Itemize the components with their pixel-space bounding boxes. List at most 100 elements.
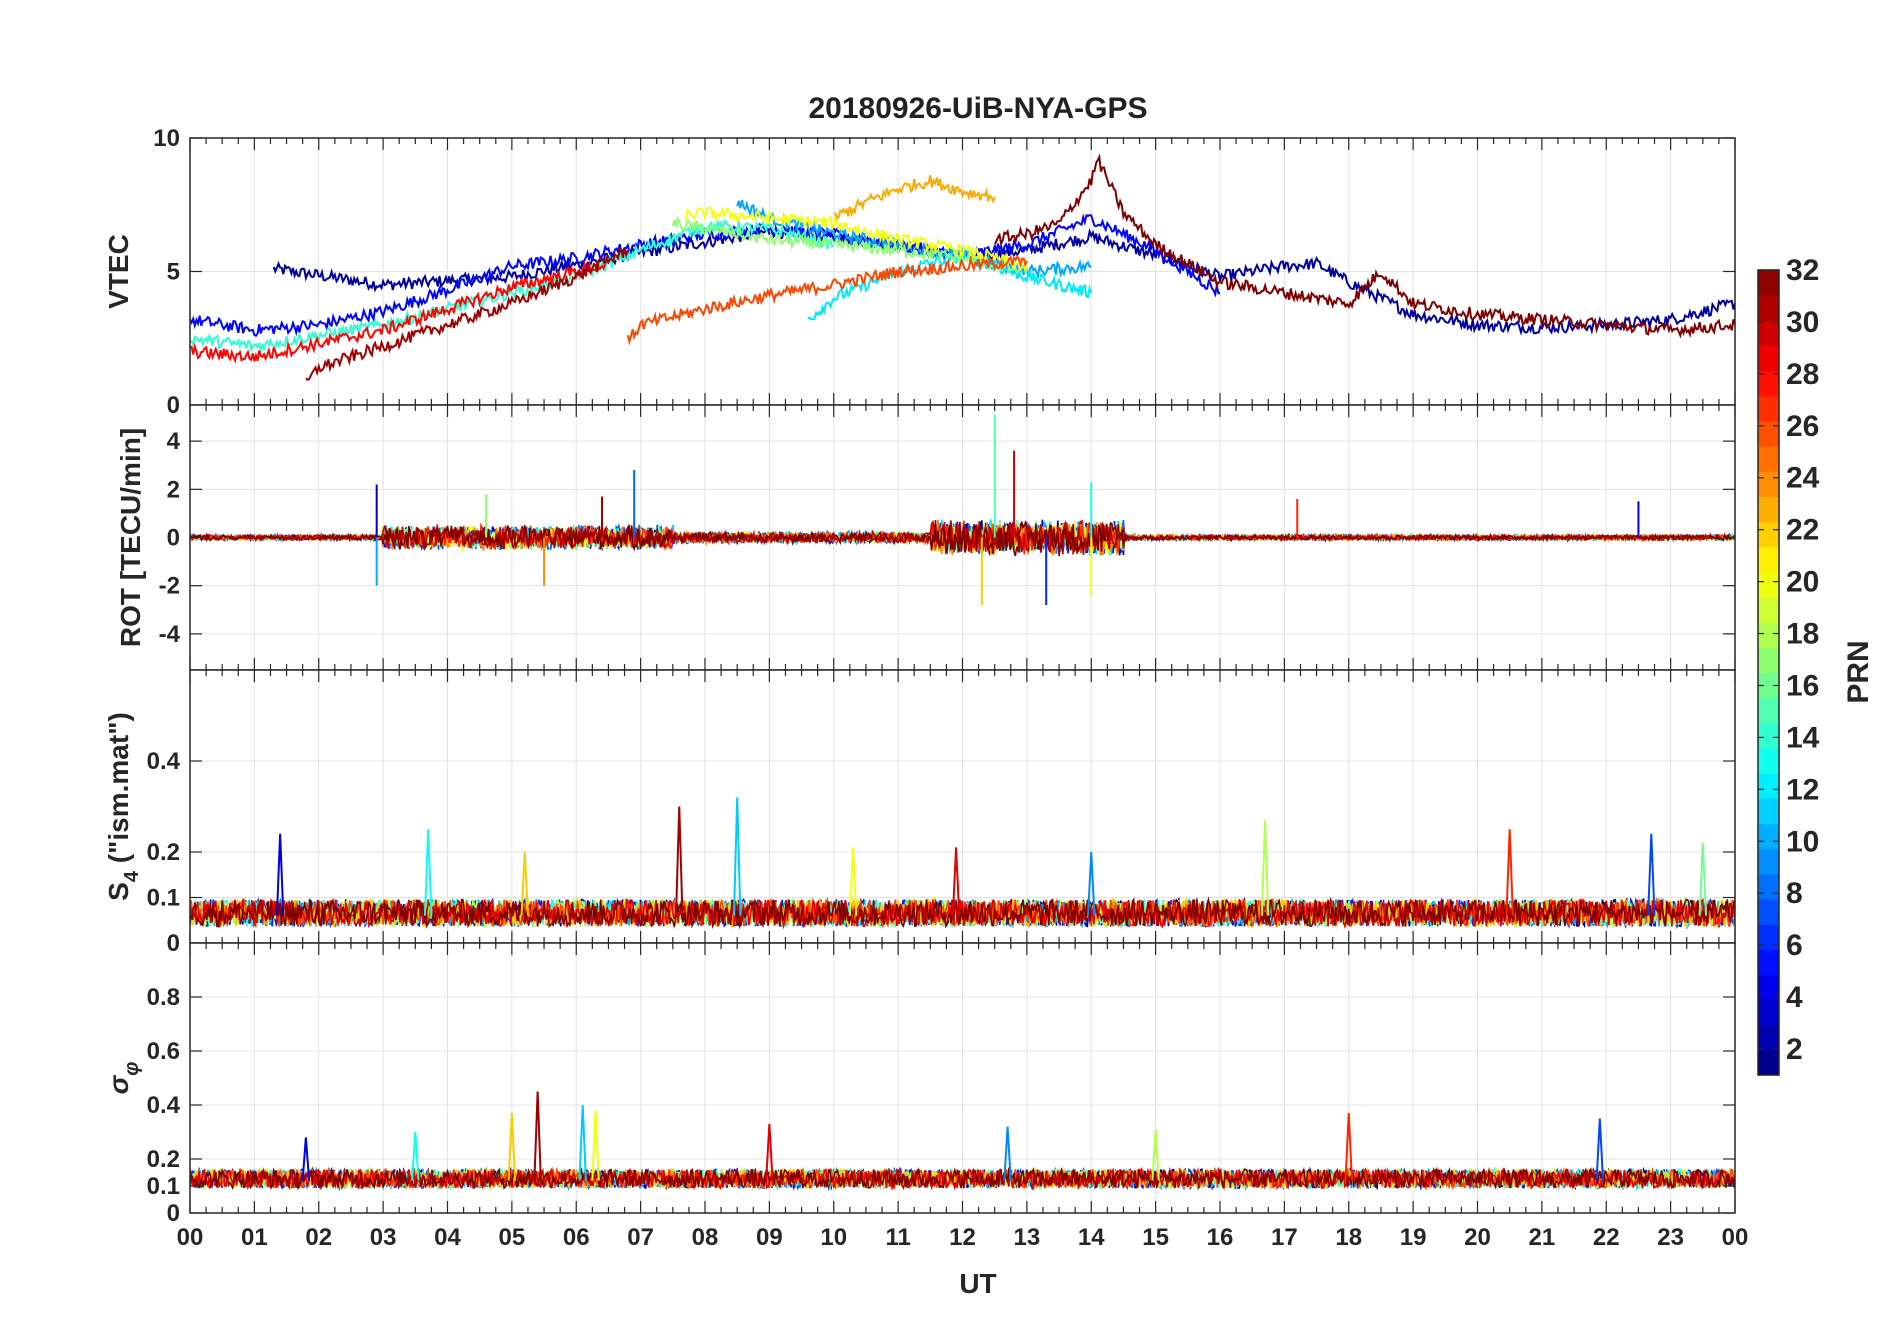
vtec-series-prn-31 (305, 247, 629, 381)
colorbar-segment (1758, 647, 1779, 674)
colorbar-segment (1758, 672, 1779, 699)
x-tick-label: 22 (1593, 1224, 1620, 1251)
plot-area (190, 414, 1735, 605)
colorbar-segment (1758, 395, 1779, 422)
x-tick-label: 05 (499, 1224, 526, 1251)
y-axis-label-main: σ (103, 1074, 134, 1094)
s4-spike (1698, 842, 1708, 916)
colorbar-segment (1758, 471, 1779, 498)
x-tick-label: 14 (1078, 1224, 1105, 1251)
y-tick-label: 10 (153, 125, 180, 152)
s4-spike (951, 847, 961, 916)
plot-area (190, 1091, 1735, 1192)
y-tick-label: 0 (167, 392, 180, 419)
colorbar-segment (1758, 848, 1779, 875)
colorbar-tick-label: 10 (1786, 825, 1819, 858)
y-tick-label: 0.1 (147, 885, 180, 912)
x-axis-label: UT (959, 1268, 996, 1299)
colorbar-segment (1758, 773, 1779, 799)
colorbar-tick-label: 12 (1786, 773, 1819, 806)
s4-spike (275, 833, 285, 916)
colorbar-segment (1758, 270, 1779, 296)
y-axis-label-vtec: VTEC (103, 234, 134, 309)
x-tick-label: 07 (627, 1224, 654, 1251)
colorbar-label: PRN (1842, 640, 1875, 703)
sigma_phi-spike (507, 1113, 517, 1181)
x-tick-label: 10 (820, 1224, 847, 1251)
colorbar-segment (1758, 949, 1779, 975)
y-tick-label: 5 (167, 259, 180, 286)
sigma_phi-spike (411, 1131, 420, 1181)
y-tick-label: 0.2 (147, 839, 180, 866)
s4-spike (1260, 820, 1270, 916)
colorbar-segment (1758, 571, 1779, 598)
y-tick-label: 0 (167, 525, 180, 552)
vtec-series-prn-17 (671, 215, 1028, 275)
y-tick-label: 0.2 (147, 1146, 180, 1173)
colorbar-segment (1758, 496, 1779, 523)
colorbar-segment (1758, 295, 1779, 321)
colorbar-segment (1758, 924, 1779, 950)
plot-area (190, 797, 1735, 930)
y-tick-label: 0.4 (147, 1092, 181, 1119)
s4-spike (423, 829, 433, 916)
sigma_phi-series-prn-32 (190, 1166, 1735, 1191)
x-tick-label: 17 (1271, 1224, 1298, 1251)
colorbar-tick-label: 14 (1786, 721, 1820, 754)
x-tick-label: 19 (1400, 1224, 1427, 1251)
colorbar-segment (1758, 747, 1779, 774)
sigma_phi-spike (1595, 1118, 1605, 1181)
sigma_phi-spike (765, 1123, 774, 1181)
colorbar-segment (1758, 999, 1779, 1026)
y-tick-label: 0.4 (147, 748, 181, 775)
chart-title: 20180926-UiB-NYA-GPS (808, 92, 1147, 125)
s4-series-prn-29 (190, 897, 1735, 930)
colorbar-segment (1758, 823, 1779, 850)
colorbar-tick-label: 18 (1786, 618, 1819, 651)
colorbar-segment (1758, 1049, 1779, 1076)
panel-s4: 0.4 0.2 0.1 0 S4 ("ism.mat") (103, 669, 1736, 957)
y-tick-label: 4 (167, 428, 181, 455)
vtec-series-prn-23 (833, 174, 996, 221)
s4-spike (675, 806, 684, 916)
colorbar-tick-label: 16 (1786, 669, 1819, 702)
s4-spike (1087, 851, 1096, 916)
x-ticks (189, 670, 1736, 943)
x-tick-label: 18 (1335, 1224, 1362, 1251)
plot-area (190, 153, 1735, 381)
vtec-series-prn-14 (190, 218, 835, 354)
colorbar-segment (1758, 898, 1779, 925)
sigma_phi-spike (301, 1137, 311, 1181)
sigma_phi-spike (1344, 1113, 1353, 1181)
colorbar-segment (1758, 446, 1779, 472)
colorbar-tick-label: 32 (1786, 254, 1819, 287)
colorbar-segment (1758, 697, 1779, 724)
s4-series-prn-32 (190, 896, 1735, 930)
colorbar-tick-label: 28 (1786, 358, 1819, 391)
colorbar-segment (1758, 1024, 1779, 1051)
colorbar-tick-label: 22 (1786, 514, 1819, 547)
vtec-series-prn-32 (993, 153, 1735, 339)
colorbar-tick-label: 26 (1786, 410, 1819, 443)
grid (190, 670, 1735, 943)
x-tick-label: 09 (756, 1224, 783, 1251)
colorbar-segment (1758, 370, 1779, 397)
x-tick-label: 00 (177, 1224, 204, 1251)
x-tick-label: 20 (1464, 1224, 1491, 1251)
colorbar-segment (1758, 798, 1779, 825)
colorbar-segment (1758, 546, 1779, 573)
s4-spike (1647, 833, 1656, 916)
colorbar-tick-label: 20 (1786, 566, 1819, 599)
y-tick-label: 0.6 (147, 1038, 180, 1065)
colorbar-tick-label: 8 (1786, 877, 1803, 910)
colorbar-tick-label: 6 (1786, 929, 1803, 962)
panel-rot: 4 2 0 -2 -4 ROT [TECU/min] (115, 404, 1736, 671)
x-tick-label: 04 (434, 1224, 461, 1251)
y-axis-label-sigma_phi: σφ (103, 1062, 143, 1095)
colorbar-segment (1758, 722, 1779, 749)
colorbar-segment (1758, 622, 1779, 648)
x-ticks (189, 138, 1736, 405)
x-tick-label: 16 (1207, 1224, 1234, 1251)
